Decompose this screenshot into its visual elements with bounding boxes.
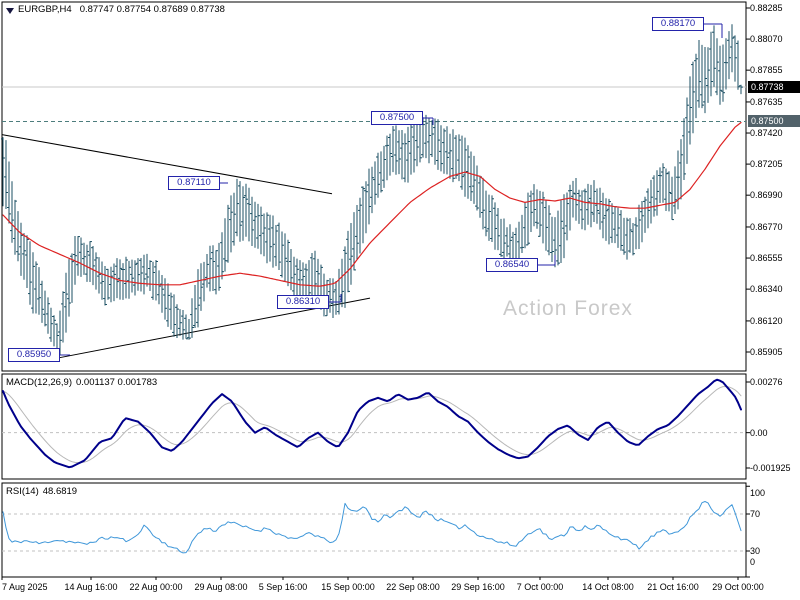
price-tick-label: 0.88285: [750, 3, 783, 13]
trendline-1: [1, 134, 333, 195]
rsi-tick-label: 100: [750, 488, 766, 498]
price-tick-label: 0.86990: [750, 190, 783, 201]
price-annotation[interactable]: 0.85950: [8, 348, 60, 362]
price-annotation[interactable]: 0.87500: [371, 111, 423, 125]
candlesticks: [1, 24, 743, 355]
macd-panel-frame: [1, 373, 747, 480]
date-tick-label: 29 Sep 16:00: [451, 582, 505, 592]
price-annotation[interactable]: 0.86540: [486, 258, 538, 272]
date-tick-label: 14 Oct 08:00: [582, 582, 634, 592]
price-tick-label: 0.86770: [750, 221, 783, 232]
macd-signal-line: [2, 386, 742, 464]
price-annotation[interactable]: 0.88170: [652, 17, 704, 31]
price-tick-label: 0.87855: [750, 65, 783, 76]
date-tick-label: 7 Aug 2025: [2, 582, 48, 592]
rsi-tick-label: 30: [750, 546, 761, 556]
macd-tick-label: 0.00276: [750, 377, 783, 387]
rsi-panel-frame: [1, 482, 747, 578]
rsi-indicator-label: RSI(14) 48.6819: [6, 486, 77, 497]
rsi-tick-label: 70: [750, 509, 761, 519]
watermark: Action Forex: [503, 297, 633, 320]
macd-values: 0.001137 0.001783: [76, 377, 158, 388]
date-tick-label: 5 Sep 16:00: [258, 582, 308, 592]
rsi-tick-label: 0: [750, 557, 756, 567]
date-tick-label: 29 Aug 08:00: [194, 582, 248, 592]
date-tick-label: 22 Aug 00:00: [129, 582, 183, 592]
chart-title: EURGBP,H4 0.87747 0.87754 0.87689 0.87738: [18, 4, 225, 15]
ma-line: [2, 121, 742, 287]
price-annotation[interactable]: 0.86310: [277, 295, 329, 309]
date-tick-label: 15 Sep 00:00: [321, 582, 375, 592]
macd-tick-label: -0.001925: [750, 463, 791, 473]
price-tick-label: 0.86120: [750, 315, 783, 326]
symbol-marker-icon[interactable]: [6, 8, 14, 14]
date-tick-label: 21 Oct 16:00: [647, 582, 699, 592]
price-tick-label: 0.87635: [750, 96, 783, 107]
current-price-tag: 0.87738: [748, 81, 800, 94]
macd-main-line: [2, 378, 742, 469]
macd-indicator-label: MACD(12,26,9) 0.001137 0.001783: [6, 377, 157, 388]
price-tick-label: 0.87420: [750, 128, 783, 139]
rsi-value: 48.6819: [42, 486, 78, 497]
date-tick-label: 22 Sep 08:00: [386, 582, 440, 592]
rsi-name: RSI(14): [6, 486, 39, 497]
price-annotation[interactable]: 0.87110: [168, 176, 220, 190]
date-tick-label: 29 Oct 00:00: [712, 582, 764, 592]
symbol-label: EURGBP,H4: [18, 4, 72, 15]
level-price-tag: 0.87500: [748, 115, 800, 128]
macd-name: MACD(12,26,9): [6, 377, 72, 388]
price-panel-frame: [1, 1, 747, 372]
price-tick-label: 0.88070: [750, 34, 783, 45]
date-tick-label: 7 Oct 00:00: [516, 582, 564, 592]
price-tick-label: 0.87205: [750, 159, 783, 170]
rsi-line: [2, 501, 742, 554]
price-tick-label: 0.85905: [750, 347, 783, 357]
price-tick-label: 0.86555: [750, 253, 783, 264]
price-tick-label: 0.86340: [750, 284, 783, 295]
ohlc-values: 0.87747 0.87754 0.87689 0.87738: [79, 4, 225, 15]
macd-tick-label: 0.00: [750, 427, 768, 438]
date-tick-label: 14 Aug 16:00: [64, 582, 118, 592]
